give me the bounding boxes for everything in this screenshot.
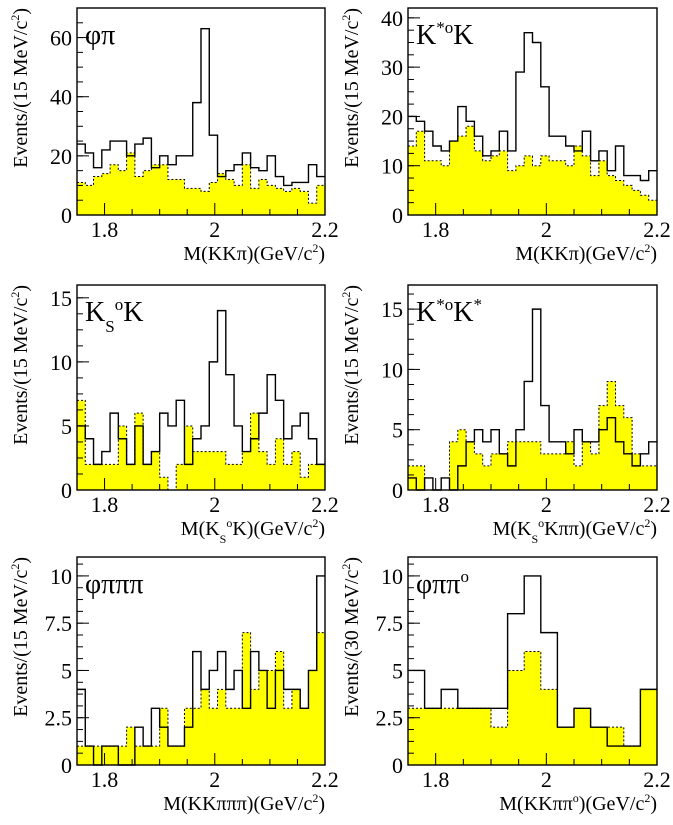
y-tick-label: 40 [381,6,403,31]
signal-histogram [77,28,325,187]
y-tick-label: 15 [381,297,403,322]
y-tick-label: 40 [50,85,72,110]
x-tick-label: 1.8 [422,492,450,517]
panel-5: 1.8 2 2.2 0 2.5 5 7.5 10 M(KKπππ)(GeV/c2) Events/… [8,556,339,815]
x-tick-label: 2.2 [643,217,671,242]
y-tick-label: 30 [381,55,403,80]
x-axis-label: M(KKπ)(GeV/c2) [515,241,657,265]
x-tick-label: 1.8 [422,767,450,792]
plot-frame [407,7,658,216]
x-tick-label: 2 [209,767,220,792]
y-tick-label: 15 [50,286,72,311]
y-axis-label: Events/(15 MeV/c2) [339,8,363,168]
x-tick-label: 2 [541,492,552,517]
y-tick-label: 5 [392,658,403,683]
y-tick-label: 0 [61,478,72,503]
x-tick-label: 2 [209,492,220,517]
x-tick-label: 2.2 [311,217,339,242]
y-tick-label: 10 [381,154,403,179]
x-tick-label: 1.8 [91,492,119,517]
panel-title: φπππ [85,569,144,600]
signal-histogram [408,31,657,182]
y-tick-label: 20 [381,104,403,129]
y-tick-label: 2.5 [376,706,404,731]
background-histogram-outline [77,152,325,204]
y-tick-label: 2.5 [45,706,73,731]
x-tick-label: 1.8 [91,767,119,792]
y-tick-label: 7.5 [376,611,404,636]
y-tick-label: 0 [392,478,403,503]
x-axis-label: M(KKπππ)(GeV/c2) [163,791,325,815]
y-tick-label: 7.5 [45,611,73,636]
signal-histogram [408,575,657,747]
x-tick-label: 2 [541,217,552,242]
x-axis-label: M(KKππo)(GeV/c2) [499,791,657,815]
y-tick-label: 5 [392,418,403,443]
y-tick-label: 0 [392,203,403,228]
background-histogram-fill [408,126,657,215]
panel-title: KSoK [85,295,143,336]
y-tick-label: 0 [61,753,72,778]
y-tick-label: 10 [50,564,72,589]
x-axis-label: M(KSoKππ)(GeV/c2) [493,516,657,546]
panel-1: 1.8 2 2.2 0 20 40 60 M(KKπ)(GeV/c2) Events/(15 M… [8,7,339,265]
y-tick-label: 0 [392,753,403,778]
background-histogram-outline [77,399,325,491]
background-histogram-outline [408,125,657,201]
signal-histogram [408,308,657,491]
background-histogram-fill [408,381,657,490]
x-tick-label: 1.8 [91,217,119,242]
plot-frame [76,556,326,766]
x-tick-label: 2 [541,767,552,792]
background-histogram-outline [408,651,657,747]
y-axis-label: Events/(15 MeV/c2) [8,557,32,717]
x-axis-label: M(KSoK)(GeV/c2) [181,516,325,546]
y-tick-label: 5 [61,414,72,439]
panel-title: φππo [416,567,469,600]
y-tick-label: 5 [61,658,72,683]
y-tick-label: 60 [50,26,72,51]
x-axis-label: M(KKπ)(GeV/c2) [183,241,325,265]
y-axis-label: Events/(15 MeV/c2) [8,285,32,445]
plot-frame [407,556,658,766]
background-histogram-fill [77,152,325,215]
signal-histogram [77,309,325,466]
y-tick-label: 20 [50,144,72,169]
y-axis-label: Events/(15 MeV/c2) [339,285,363,445]
background-histogram-fill [408,651,657,765]
panel-6: 1.8 2 2.2 0 2.5 5 7.5 10 M(KKππo)(GeV/c2) Events/… [339,556,671,815]
y-tick-label: 0 [61,203,72,228]
x-tick-label: 1.8 [422,217,450,242]
x-tick-label: 2.2 [643,492,671,517]
y-tick-label: 10 [381,564,403,589]
y-axis-label: Events/(30 MeV/c2) [339,557,363,717]
background-histogram-fill [77,400,325,490]
panel-2: 1.8 2 2.2 0 10 20 30 40 M(KKπ)(GeV/c2) Events/(15… [339,6,671,265]
panel-title: K*oK [416,18,473,51]
y-tick-label: 10 [381,357,403,382]
x-tick-label: 2.2 [311,492,339,517]
x-tick-label: 2.2 [311,767,339,792]
panel-3: 1.8 2 2.2 0 5 10 15 M(KSoK)(GeV/c2) Events/(15 M… [8,284,339,546]
background-histogram-outline [408,380,657,491]
panel-title: φπ [85,20,115,51]
plot-frame [407,284,658,491]
x-tick-label: 2 [209,217,220,242]
y-tick-label: 10 [50,350,72,375]
panel-4: 1.8 2 2.2 0 5 10 15 M(KSoKππ)(GeV/c2) Events/(15… [339,284,671,546]
panel-title: K*oK* [416,295,482,328]
plot-frame [76,284,326,491]
y-axis-label: Events/(15 MeV/c2) [8,8,32,168]
x-tick-label: 2.2 [643,767,671,792]
